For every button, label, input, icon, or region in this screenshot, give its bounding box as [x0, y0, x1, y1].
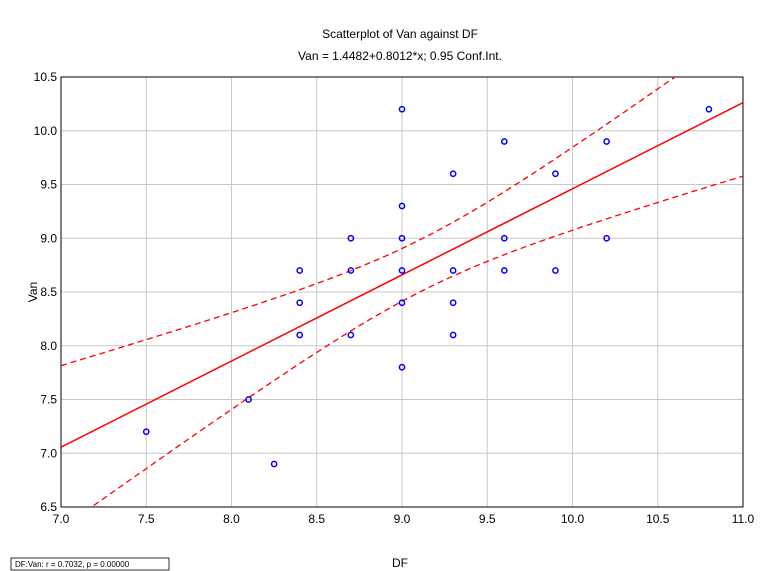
- data-point: [245, 396, 252, 403]
- data-point: [347, 331, 355, 339]
- x-tick-label: 8.0: [223, 512, 240, 526]
- data-point: [347, 234, 355, 242]
- data-point: [398, 234, 406, 242]
- data-point: [552, 170, 559, 178]
- grid-lines: [61, 77, 743, 507]
- chart-title: Scatterplot of Van against DF: [322, 27, 478, 41]
- data-point: [449, 170, 457, 178]
- plot-area-frame: [60, 76, 744, 508]
- data-point: [552, 267, 559, 274]
- y-tick-label: 7.0: [40, 446, 57, 460]
- data-point: [398, 363, 406, 371]
- regression-fit: [61, 101, 743, 448]
- lower-confidence-line: [90, 175, 743, 507]
- stats-box: [10, 557, 170, 571]
- data-point: [270, 460, 278, 468]
- data-point: [398, 299, 406, 307]
- y-axis-label: Van: [26, 282, 40, 302]
- data-point: [398, 267, 406, 274]
- data-point: [500, 138, 508, 145]
- x-tick-label: 7.5: [138, 512, 155, 526]
- confidence-band: [61, 77, 743, 507]
- data-points: [142, 105, 713, 468]
- stats-annotation: DF:Van: r = 0.7032, p = 0.00000: [15, 560, 130, 569]
- x-tick-label: 7.0: [53, 512, 70, 526]
- x-tick-label: 10.0: [561, 512, 585, 526]
- x-tick-label: 9.5: [479, 512, 496, 526]
- y-tick-label: 10.5: [34, 70, 58, 84]
- data-point: [296, 299, 304, 307]
- x-tick-label: 10.5: [646, 512, 670, 526]
- data-point: [449, 299, 457, 307]
- x-tick-label: 8.5: [308, 512, 325, 526]
- x-tick-label: 11.0: [732, 512, 755, 526]
- y-tick-labels: 6.5 7.0 7.5 8.0 8.5 9.0 9.5 10.0 10.5: [34, 70, 58, 514]
- y-tick-label: 7.5: [40, 393, 57, 407]
- data-point: [347, 267, 355, 274]
- chart-subtitle: Van = 1.4482+0.8012*x; 0.95 Conf.Int.: [298, 49, 502, 63]
- regression-line: [61, 101, 743, 448]
- x-tick-labels: 7.0 7.5 8.0 8.5 9.0 9.5 10.0 10.5 11.0: [53, 512, 755, 526]
- data-point: [449, 267, 457, 274]
- x-axis-label: DF: [392, 556, 408, 570]
- upper-confidence-line: [61, 77, 677, 367]
- data-point: [603, 234, 610, 242]
- data-point: [296, 331, 304, 339]
- data-point: [500, 234, 508, 242]
- data-point: [500, 267, 508, 274]
- data-point: [398, 202, 406, 210]
- y-tick-label: 9.5: [40, 178, 57, 192]
- y-tick-label: 8.0: [40, 339, 57, 353]
- y-tick-label: 8.5: [40, 285, 57, 299]
- y-tick-label: 10.0: [34, 124, 58, 138]
- y-tick-label: 9.0: [40, 231, 57, 245]
- data-point: [142, 428, 150, 436]
- data-point: [398, 105, 406, 113]
- y-tick-label: 6.5: [40, 500, 57, 514]
- data-point: [296, 267, 304, 274]
- data-point: [705, 105, 713, 113]
- x-tick-label: 9.0: [394, 512, 411, 526]
- data-point: [449, 331, 457, 339]
- data-point: [603, 138, 610, 145]
